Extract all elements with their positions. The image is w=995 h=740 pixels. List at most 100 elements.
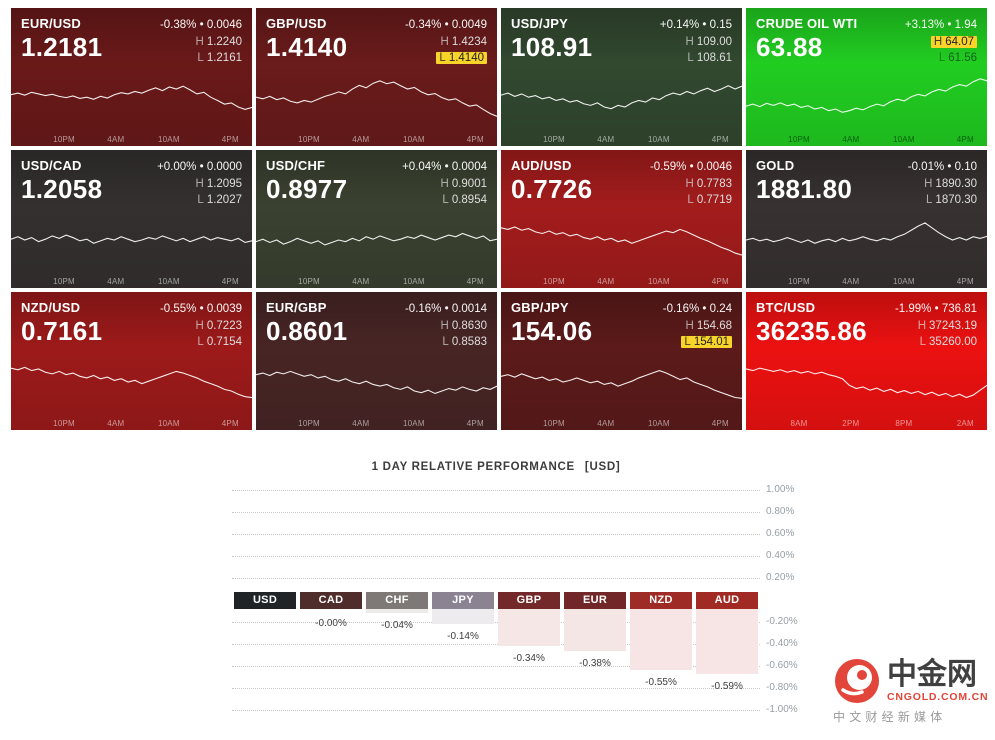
grid-line: [232, 578, 760, 579]
time-label: 4AM: [842, 277, 860, 286]
tile-high-value: H 109.00: [685, 36, 733, 48]
tile-high: H 0.7783: [686, 176, 733, 192]
time-label: 4AM: [597, 135, 615, 144]
cngold-logo[interactable]: 中金网 CNGOLD.COM.CN 中文财经新媒体: [833, 657, 991, 725]
tile-high: H 0.9001: [441, 176, 488, 192]
chart-title-unit: [USD]: [584, 461, 621, 473]
quote-tile-usdchf[interactable]: USD/CHF +0.04% • 0.0004 0.8977 H 0.9001 L 0.89…: [256, 150, 497, 288]
tile-symbol: GBP/JPY: [511, 300, 569, 315]
time-label: 4AM: [597, 419, 615, 428]
tile-high-low: H 1.2240 L 1.2161: [196, 34, 243, 66]
quote-tile-crudeoilwti[interactable]: CRUDE OIL WTI +3.13% • 1.94 63.88 H 64.07 L 61…: [746, 8, 987, 146]
time-label: 4AM: [597, 277, 615, 286]
quote-tile-gbpusd[interactable]: GBP/USD -0.34% • 0.0049 1.4140 H 1.4234 L 1.41…: [256, 8, 497, 146]
tile-high-value: H 154.68: [685, 320, 733, 332]
quote-tile-usdcad[interactable]: USD/CAD +0.00% • 0.0000 1.2058 H 1.2095 L 1.20…: [11, 150, 252, 288]
time-label: 10AM: [892, 135, 915, 144]
tile-low: L 1.2027: [196, 192, 242, 208]
chart-category-eur: EUR: [564, 592, 626, 609]
chart-category-jpy: JPY: [432, 592, 494, 609]
quote-tile-btcusd[interactable]: BTC/USD -1.99% • 736.81 36235.86 H 37243.19 L…: [746, 292, 987, 430]
tile-low: L 154.01: [681, 334, 732, 350]
sparkline-chart: [11, 72, 252, 120]
time-label: 10AM: [647, 135, 670, 144]
time-axis: 10PM 4AM 10AM 4PM: [256, 133, 497, 146]
quote-tile-gbpjpy[interactable]: GBP/JPY -0.16% • 0.24 154.06 H 154.68 L 154.01…: [501, 292, 742, 430]
tile-high: H 37243.19: [918, 318, 977, 334]
tile-high-value: H 37243.19: [917, 320, 977, 332]
tile-low-value: L 108.61: [687, 52, 732, 65]
time-axis: 8AM 2PM 8PM 2AM: [746, 417, 987, 430]
tile-high: H 109.00: [686, 34, 733, 50]
time-label: 10PM: [298, 277, 320, 286]
tile-price-row: 0.8601 H 0.8630 L 0.8583: [256, 315, 497, 350]
time-label: 2PM: [842, 419, 860, 428]
time-label: 10AM: [402, 277, 425, 286]
time-label: 10PM: [543, 419, 565, 428]
tile-low: L 1870.30: [924, 192, 977, 208]
time-label: 10PM: [298, 135, 320, 144]
chart-category-nzd: NZD: [630, 592, 692, 609]
tile-change: -0.01% • 0.10: [907, 161, 977, 173]
sparkline-chart: [501, 72, 742, 120]
tile-change: -0.16% • 0.0014: [404, 303, 487, 315]
quote-tile-eurgbp[interactable]: EUR/GBP -0.16% • 0.0014 0.8601 H 0.8630 L 0.85…: [256, 292, 497, 430]
tile-low-value: L 1.2027: [197, 194, 242, 207]
tile-change: +0.04% • 0.0004: [402, 161, 487, 173]
grid-line: [232, 644, 760, 645]
tile-high-value: H 0.7223: [195, 320, 243, 332]
time-label: 4PM: [466, 277, 484, 286]
quote-tile-gold[interactable]: GOLD -0.01% • 0.10 1881.80 H 1890.30 L 1870.30…: [746, 150, 987, 288]
tile-header-row: GBP/USD -0.34% • 0.0049: [256, 8, 497, 31]
y-axis-label: -0.60%: [766, 660, 798, 671]
tile-high-low: H 154.68 L 154.01: [681, 318, 732, 350]
time-label: 10PM: [298, 419, 320, 428]
tile-header-row: EUR/USD -0.38% • 0.0046: [11, 8, 252, 31]
tile-low-value: L 0.7154: [197, 336, 242, 349]
tile-low-value: L 1.2161: [197, 52, 242, 65]
chart-bar-eur: [564, 609, 626, 651]
time-label: 4AM: [352, 277, 370, 286]
chart-bar-chf: [366, 609, 428, 614]
tile-price: 36235.86: [756, 316, 867, 346]
time-axis: 10PM 4AM 10AM 4PM: [501, 417, 742, 430]
tile-price-row: 0.7726 H 0.7783 L 0.7719: [501, 173, 742, 208]
tile-price-row: 1.2058 H 1.2095 L 1.2027: [11, 173, 252, 208]
tile-high-value: H 0.7783: [685, 178, 733, 190]
quote-tile-usdjpy[interactable]: USD/JPY +0.14% • 0.15 108.91 H 109.00 L 108.61…: [501, 8, 742, 146]
tile-low: L 0.8954: [441, 192, 487, 208]
time-label: 10PM: [788, 277, 810, 286]
logo-tagline: 中文财经新媒体: [833, 710, 947, 724]
chart-value-label-aud: -0.59%: [711, 680, 743, 692]
chart-category-usd: USD: [234, 592, 296, 609]
tile-high-low: H 1.4234 L 1.4140: [436, 34, 487, 66]
time-label: 10AM: [157, 277, 180, 286]
tile-change: +0.00% • 0.0000: [157, 161, 242, 173]
tile-high-value: H 64.07: [930, 36, 977, 48]
time-label: 10PM: [543, 277, 565, 286]
tile-high-low: H 64.07 L 61.56: [930, 34, 977, 66]
tile-header-row: EUR/GBP -0.16% • 0.0014: [256, 292, 497, 315]
cngold-coin-icon: [835, 659, 879, 703]
time-label: 4PM: [711, 135, 729, 144]
quote-tile-eurusd[interactable]: EUR/USD -0.38% • 0.0046 1.2181 H 1.2240 L 1.21…: [11, 8, 252, 146]
tile-low: L 0.7154: [196, 334, 242, 350]
tile-change: -0.38% • 0.0046: [159, 19, 242, 31]
tile-header-row: USD/JPY +0.14% • 0.15: [501, 8, 742, 31]
grid-line: [232, 490, 760, 491]
tile-price: 63.88: [756, 32, 823, 62]
tile-price-row: 108.91 H 109.00 L 108.61: [501, 31, 742, 66]
time-label: 8PM: [895, 419, 913, 428]
quotes-grid: EUR/USD -0.38% • 0.0046 1.2181 H 1.2240 L 1.21…: [11, 8, 987, 430]
quote-tile-audusd[interactable]: AUD/USD -0.59% • 0.0046 0.7726 H 0.7783 L 0.77…: [501, 150, 742, 288]
sparkline-path: [11, 368, 252, 398]
time-label: 4PM: [711, 419, 729, 428]
quote-tile-nzdusd[interactable]: NZD/USD -0.55% • 0.0039 0.7161 H 0.7223 L 0.71…: [11, 292, 252, 430]
tile-symbol: USD/JPY: [511, 16, 569, 31]
time-label: 10PM: [53, 419, 75, 428]
grid-line: [232, 512, 760, 513]
sparkline-path: [746, 79, 987, 112]
tile-header-row: GBP/JPY -0.16% • 0.24: [501, 292, 742, 315]
time-label: 10AM: [892, 277, 915, 286]
tile-header-row: BTC/USD -1.99% • 736.81: [746, 292, 987, 315]
